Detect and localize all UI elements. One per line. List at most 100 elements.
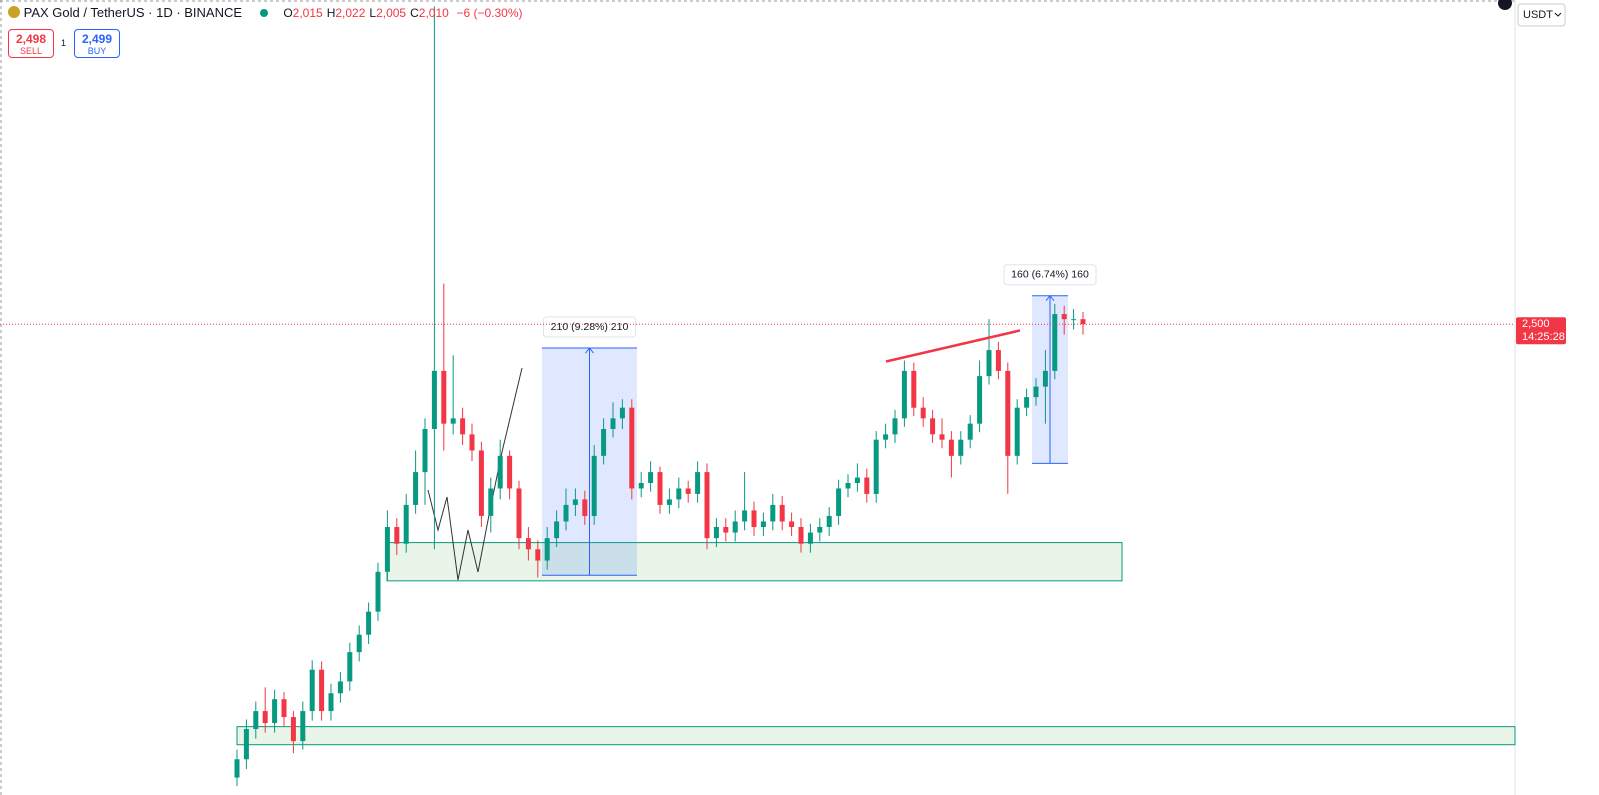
support-zone — [386, 542, 1123, 582]
candle-body — [422, 428, 428, 473]
candle-body — [281, 699, 287, 718]
candle-body — [366, 611, 372, 635]
candle-body — [854, 477, 860, 483]
candle-body — [488, 488, 494, 516]
candle-body — [450, 418, 456, 424]
candle-body — [544, 538, 550, 561]
candle-body — [807, 532, 813, 544]
candle-body — [873, 439, 879, 494]
measure-label-bg — [1003, 264, 1097, 286]
sell-button[interactable]: 2,498 SELL — [8, 29, 54, 58]
candle-body — [328, 693, 334, 712]
candle-body — [375, 571, 381, 612]
sell-label[interactable]: SELL — [19, 46, 43, 56]
candle-body — [262, 711, 268, 724]
candle-body — [384, 527, 390, 572]
candle-body — [986, 350, 992, 377]
candle-body — [845, 482, 851, 489]
currency[interactable]: USDT — [1523, 9, 1553, 21]
candle-body — [695, 472, 701, 494]
measure-arrowhead — [1045, 294, 1055, 302]
candle-body — [713, 527, 719, 539]
candle-body — [356, 634, 362, 653]
last-price-tag — [1516, 317, 1566, 345]
currency-selector[interactable] — [1517, 3, 1566, 27]
candle-body — [742, 510, 748, 522]
candle-body — [601, 428, 607, 456]
ohlc-value: 2,022 — [335, 6, 366, 20]
ohlc-key: L — [369, 6, 377, 20]
candle-body — [525, 538, 531, 550]
candle-body — [469, 434, 475, 451]
candle-body — [413, 472, 419, 505]
candle-body — [234, 759, 240, 778]
symbol-header: PAX Gold / TetherUS · 1D · BINANCE O2,01… — [8, 5, 522, 20]
candle-body — [619, 407, 625, 419]
candle-body — [309, 669, 315, 712]
candle-body — [1052, 314, 1058, 371]
candle-body — [319, 669, 325, 712]
candle-body — [901, 370, 907, 419]
candle-body — [648, 472, 654, 483]
symbol-icon — [8, 6, 20, 18]
candle-body — [441, 370, 447, 424]
candle-body — [723, 527, 729, 533]
candle-body — [779, 504, 785, 522]
candle-body — [1005, 370, 1011, 456]
candle-body — [629, 407, 635, 489]
candle-body — [958, 439, 964, 456]
buy-button[interactable]: 2,499 BUY — [74, 29, 120, 58]
candle-body — [337, 681, 343, 694]
candle-body — [657, 472, 663, 505]
settings-icon[interactable] — [1498, 0, 1512, 10]
measure-label: 210 (9.28%) 210 — [551, 321, 629, 333]
candle-body — [836, 488, 842, 516]
symbol-title: PAX Gold / TetherUS · 1D · BINANCE — [23, 5, 243, 20]
candle-body — [582, 499, 588, 516]
candle-body — [920, 407, 926, 419]
measure-label-bg — [543, 316, 636, 338]
candle-body — [939, 434, 945, 440]
candle-body — [610, 418, 616, 429]
candle-body — [789, 521, 795, 528]
candle-body — [563, 504, 569, 522]
buy-price[interactable]: 2,499 — [81, 32, 113, 46]
ohlc: O2,015 H2,022 L2,005 C2,010 — [283, 6, 453, 20]
candle-body — [1080, 319, 1086, 325]
candle-body — [497, 455, 503, 489]
trendline — [885, 329, 1021, 363]
candle-body — [460, 418, 466, 435]
change: −6 (−0.30%) — [456, 6, 523, 20]
candle-body — [347, 652, 353, 682]
candle-body — [864, 477, 870, 494]
market-status — [259, 9, 268, 17]
ohlc-key: H — [326, 6, 336, 20]
candle-body — [1061, 314, 1067, 320]
candle-body — [732, 521, 738, 533]
candle-body — [977, 376, 983, 424]
candle-body — [243, 729, 249, 760]
candle-body — [1042, 370, 1048, 387]
candle-body — [516, 488, 522, 539]
candle-body — [554, 521, 560, 539]
candle-body — [930, 418, 936, 435]
candle-body — [591, 455, 597, 516]
candle-body — [817, 527, 823, 533]
ohlc-value: 2,015 — [292, 6, 323, 20]
buy-label[interactable]: BUY — [87, 46, 107, 56]
candle-body — [666, 499, 672, 505]
candle-body — [967, 423, 973, 440]
candle-body — [798, 527, 804, 544]
ohlc-value: 2,010 — [418, 6, 449, 20]
ohlc-key: O — [283, 6, 293, 20]
candle-body — [1014, 407, 1020, 456]
candle-body — [676, 488, 682, 500]
candle-body — [394, 527, 400, 544]
candle-body — [704, 472, 710, 539]
sell-price[interactable]: 2,498 — [15, 32, 47, 46]
candle-body — [770, 504, 776, 522]
candle-body — [1071, 319, 1077, 321]
measure-arrowhead — [585, 347, 594, 354]
candle-body — [300, 711, 306, 742]
ohlc-key: C — [410, 6, 419, 20]
